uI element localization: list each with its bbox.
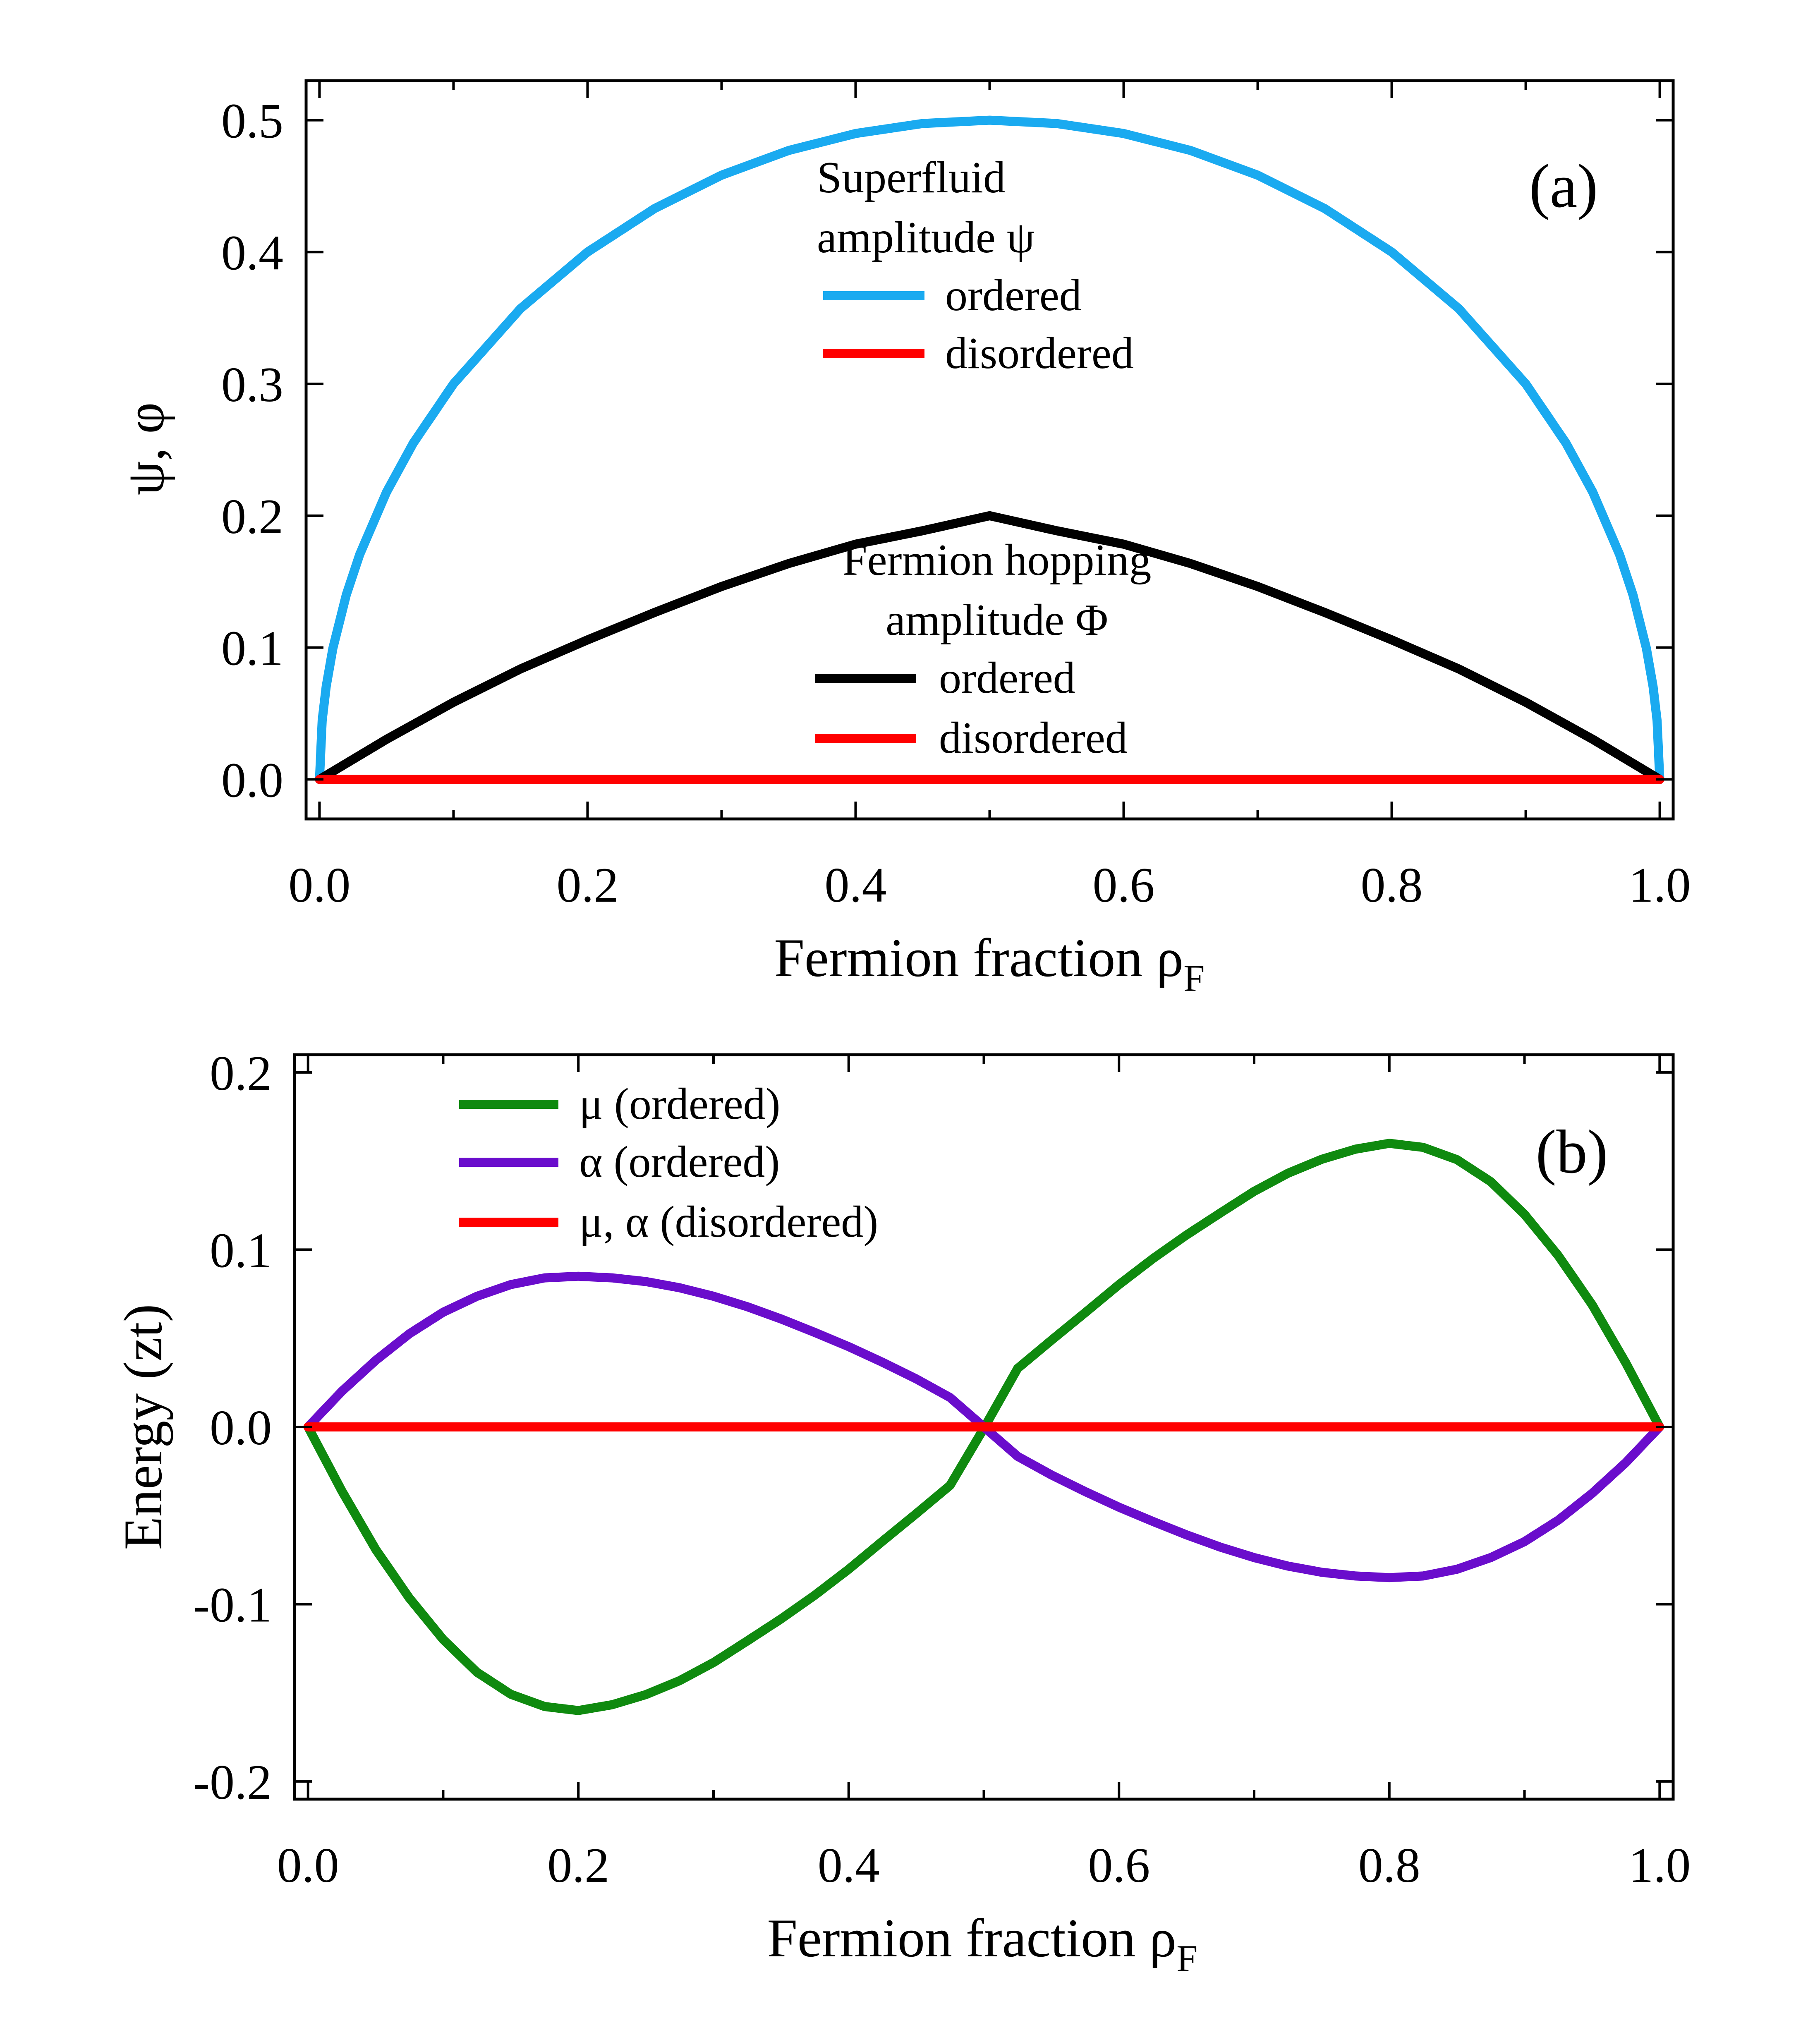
legend-entry-mu-ordered: μ (ordered)	[579, 1080, 781, 1129]
legend-entry-mu-alpha-disordered: μ, α (disordered)	[579, 1197, 878, 1247]
x-tick-label: 0.6	[1093, 857, 1155, 912]
legend-entry-alpha-ordered: α (ordered)	[579, 1137, 780, 1187]
panel-a-y-tick-labels: 0.0 0.1 0.2 0.3 0.4 0.5	[221, 93, 283, 808]
x-tick-label: 1.0	[1628, 1838, 1691, 1893]
legend-entry-psi-disordered: disordered	[945, 329, 1134, 378]
y-tick-label: 0.5	[221, 93, 283, 148]
y-tick-label: 0.3	[221, 357, 283, 412]
x-tick-label: 0.6	[1088, 1838, 1150, 1893]
x-tick-label: 0.4	[824, 857, 886, 912]
y-tick-label: 0.2	[221, 489, 283, 544]
y-tick-label: 0.1	[210, 1223, 272, 1278]
panel-a: 0.0 0.2 0.4 0.6 0.8 1.0 0.0 0.1 0.2 0.3 0.4 0.5 Fe…	[115, 79, 1691, 999]
panel-a-legend-fermion-hopping: Fermion hopping amplitude Φ ordered diso…	[815, 536, 1151, 763]
y-tick-label: 0.4	[221, 225, 283, 280]
y-tick-label: 0.0	[210, 1400, 272, 1455]
panel-b-y-tick-labels: -0.2 -0.1 0.0 0.1 0.2	[193, 1046, 272, 1810]
panel-a-x-axis-title: Fermion fraction ρF	[774, 927, 1205, 999]
panel-b-label: (b)	[1536, 1118, 1608, 1186]
panel-b-y-axis-title: Energy (zt)	[113, 1304, 173, 1550]
series-line-phi-ordered	[315, 511, 1664, 784]
legend-entry-phi-ordered: ordered	[939, 653, 1075, 703]
panel-b-x-tick-labels: 0.0 0.2 0.4 0.6 0.8 1.0	[277, 1838, 1691, 1893]
legend-group-title-line-1: Superfluid	[817, 153, 1006, 202]
legend-group-title-line-1: Fermion hopping	[843, 536, 1152, 585]
panel-b-ticks	[295, 1055, 1673, 1799]
panel-b-series	[303, 1139, 1664, 1715]
y-tick-label: 0.2	[210, 1046, 272, 1101]
legend-group-title-line-2: amplitude Φ	[886, 596, 1108, 645]
y-tick-label: -0.1	[193, 1577, 272, 1632]
series-line-psi-ordered	[315, 115, 1664, 784]
x-tick-label: 0.2	[547, 1838, 609, 1893]
panel-a-x-tick-labels: 0.0 0.2 0.4 0.6 0.8 1.0	[288, 857, 1691, 912]
x-tick-label: 1.0	[1629, 857, 1691, 912]
x-tick-label: 0.2	[556, 857, 618, 912]
panel-a-y-axis-title: ψ, φ	[115, 402, 175, 495]
panel-a-ticks	[306, 81, 1673, 819]
x-tick-label: 0.0	[288, 857, 350, 912]
legend-group-title-line-2: amplitude ψ	[817, 213, 1035, 262]
legend-entry-psi-ordered: ordered	[945, 271, 1082, 320]
x-tick-label: 0.4	[818, 1838, 880, 1893]
x-tick-label: 0.8	[1361, 857, 1423, 912]
panel-b-legend: μ (ordered) α (ordered) μ, α (disordered…	[459, 1080, 878, 1247]
panel-b: 0.0 0.2 0.4 0.6 0.8 1.0 -0.2 -0.1 0.0 0.1 0.2 Fer…	[113, 1046, 1691, 1980]
y-tick-label: -0.2	[193, 1755, 272, 1810]
y-tick-label: 0.1	[221, 621, 283, 676]
y-tick-label: 0.0	[221, 752, 283, 807]
panel-a-label: (a)	[1529, 152, 1598, 220]
panel-a-legend-superfluid: Superfluid amplitude ψ ordered disordere…	[817, 153, 1134, 378]
panel-b-x-axis-title: Fermion fraction ρF	[767, 1908, 1198, 1980]
x-tick-label: 0.8	[1358, 1838, 1420, 1893]
x-tick-label: 0.0	[277, 1838, 339, 1893]
legend-entry-phi-disordered: disordered	[939, 713, 1128, 763]
panel-a-series	[315, 115, 1664, 784]
